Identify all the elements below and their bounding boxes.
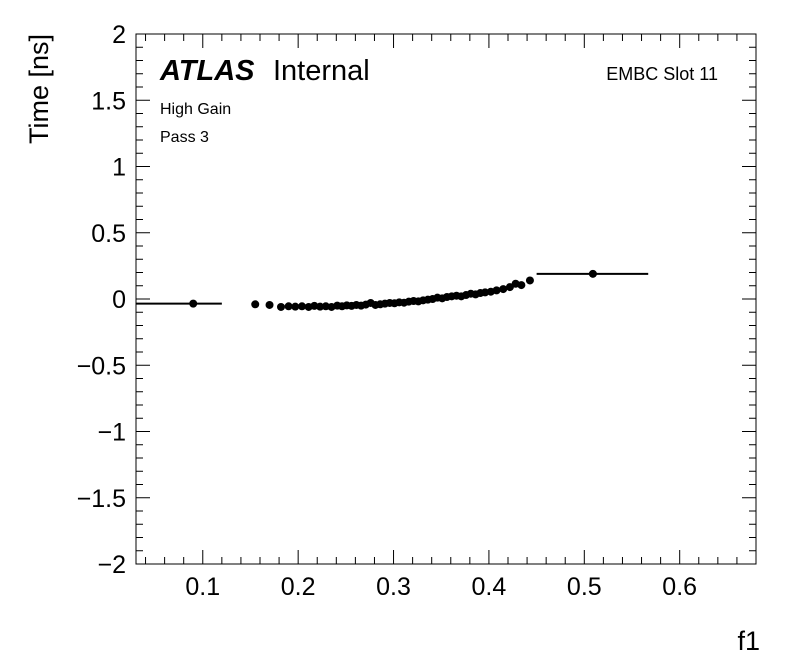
data-point — [492, 286, 501, 295]
x-tick-label: 0.4 — [472, 573, 507, 601]
axis-ticks — [136, 33, 757, 565]
data-point — [189, 299, 198, 308]
y-tick-label: −0.5 — [77, 352, 126, 380]
data-point — [297, 302, 306, 311]
y-tick-label: 1.5 — [91, 87, 126, 115]
internal-label: Internal — [273, 55, 370, 87]
data-point — [517, 281, 526, 290]
slot-label: EMBC Slot 11 — [606, 64, 718, 84]
x-tick-label: 0.2 — [281, 573, 316, 601]
x-tick-label: 0.5 — [567, 573, 602, 601]
data-point — [265, 300, 274, 309]
y-tick-label: −1.5 — [77, 485, 126, 513]
y-axis-title: Time [ns] — [24, 34, 54, 144]
pass-label: Pass 3 — [160, 129, 209, 146]
atlas-label: ATLAS — [159, 55, 255, 87]
x-tick-label: 0.6 — [662, 573, 697, 601]
x-tick-label: 0.3 — [376, 573, 411, 601]
data-point — [499, 285, 508, 294]
data-point — [251, 300, 260, 309]
y-tick-label: 0.5 — [91, 220, 126, 248]
data-point — [588, 269, 597, 278]
tick-labels: 0.1 0.2 0.3 0.4 0.5 0.6 −2 −1.5 −1 −0.5 0 0.5 1 1.5 2 — [77, 21, 697, 601]
x-axis-title: f1 — [737, 626, 760, 656]
data-points — [136, 269, 649, 311]
data-point — [291, 302, 300, 311]
data-point — [276, 302, 285, 311]
y-tick-label: −2 — [97, 551, 126, 579]
plot-frame — [135, 33, 757, 565]
data-point — [284, 302, 293, 311]
x-tick-label: 0.1 — [185, 573, 220, 601]
y-tick-label: 0 — [112, 286, 126, 314]
data-point — [316, 302, 325, 311]
y-tick-label: 1 — [112, 154, 126, 182]
y-tick-label: 2 — [112, 21, 126, 49]
y-tick-label: −1 — [97, 419, 126, 447]
gain-label: High Gain — [160, 101, 231, 118]
data-point — [525, 276, 534, 285]
